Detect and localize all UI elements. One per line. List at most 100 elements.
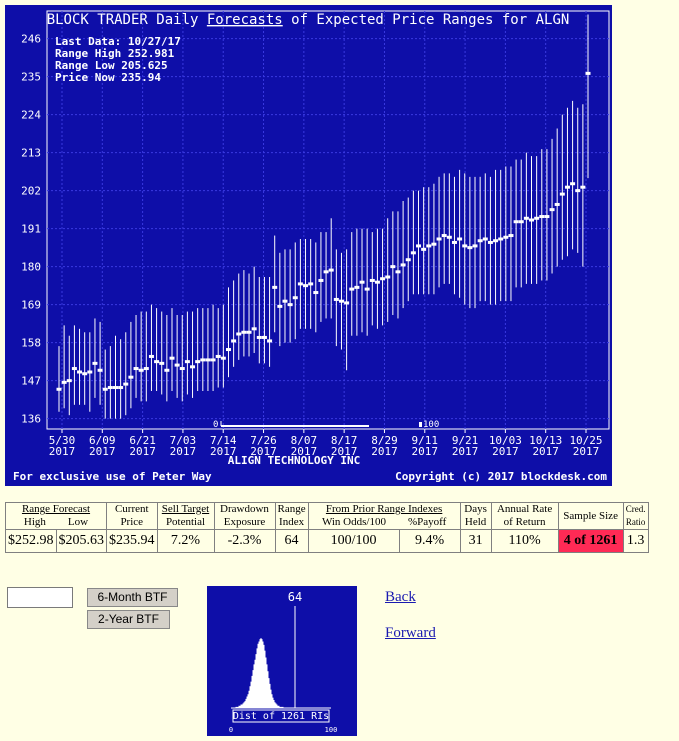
price-marker (539, 215, 545, 219)
price-marker (251, 327, 257, 331)
annual-value: 110% (490, 529, 559, 553)
histogram-background (207, 586, 357, 736)
price-marker (328, 268, 334, 272)
price-marker (416, 244, 422, 248)
histogram-axis-min: 0 (229, 726, 233, 734)
price-marker (143, 367, 149, 371)
price-marker (184, 360, 190, 364)
x-date-label: 10/25 (569, 434, 602, 447)
price-marker (457, 237, 463, 241)
forecast-summary-table: Range Forecast High Low Current Price Se… (5, 502, 649, 553)
index-value: 64 (274, 529, 309, 553)
low-label: Low (67, 516, 89, 528)
histogram-axis-max: 100 (325, 726, 338, 734)
forward-link[interactable]: Forward (385, 625, 436, 641)
price-marker (256, 335, 262, 339)
x-year-label: 2017 (250, 445, 277, 458)
index-label: Index (279, 516, 305, 528)
price-value: $235.94 (106, 529, 158, 553)
price-marker (405, 258, 411, 262)
drawdown-header: Drawdown Exposure (213, 502, 276, 530)
price-marker (261, 335, 267, 339)
range-label: Range (277, 503, 306, 515)
sample-size-value: 4 of 1261 (557, 529, 624, 553)
payoff-label: %Payoff (407, 516, 447, 528)
price-marker (123, 382, 129, 386)
table-header-row: Range Forecast High Low Current Price Se… (5, 502, 649, 530)
range-index-histogram: 64 Dist of 1261 RIs 0 100 (207, 586, 357, 736)
footer-user: For exclusive use of Peter Way (13, 470, 212, 483)
price-marker (118, 386, 124, 390)
price-marker (128, 375, 134, 379)
info-line: Last Data: 10/27/17 (55, 35, 181, 48)
x-year-label: 2017 (170, 445, 197, 458)
price-marker (133, 367, 139, 371)
price-marker (179, 367, 185, 371)
price-marker (246, 330, 252, 334)
prior-range-header: From Prior Range Indexes Win Odds/100 %P… (307, 502, 461, 530)
price-marker (380, 277, 386, 281)
price-marker (446, 235, 452, 239)
y-tick-label: 235 (21, 71, 41, 84)
chart-svg: 2462352242132021911801691581471365/30201… (5, 5, 612, 486)
price-marker (323, 270, 329, 274)
plot-frame (46, 10, 610, 430)
price-marker (390, 265, 396, 269)
exposure-value: -2.3% (213, 529, 276, 553)
price-marker (220, 356, 226, 360)
price-marker (277, 304, 283, 308)
back-link[interactable]: Back (385, 589, 416, 605)
price-marker (559, 192, 565, 196)
two-year-btf-button[interactable]: 2-Year BTF (87, 610, 170, 629)
price-marker (369, 278, 375, 282)
price-marker (215, 354, 221, 358)
x-year-label: 2017 (129, 445, 156, 458)
annual-label: Annual Rate (496, 503, 553, 515)
range-forecast-header: Range Forecast High Low (5, 502, 107, 530)
price-marker (210, 358, 216, 362)
price-marker (87, 370, 93, 374)
price-marker (297, 282, 303, 286)
y-tick-label: 202 (21, 185, 41, 198)
price-marker (400, 263, 406, 267)
price-marker (436, 237, 442, 241)
x-year-label: 2017 (210, 445, 237, 458)
win-odds-value: 100/100 (307, 529, 400, 553)
potential-value: 7.2% (156, 529, 215, 553)
price-marker (462, 244, 468, 248)
range-index-header: Range Index (274, 502, 309, 530)
price-marker (241, 330, 247, 334)
x-date-label: 8/07 (291, 434, 318, 447)
chart-title-part: Forecasts (207, 12, 283, 28)
price-marker (549, 208, 555, 212)
x-date-label: 9/11 (412, 434, 439, 447)
price-marker (61, 380, 67, 384)
price-marker (482, 237, 488, 241)
sell-target-header: Sell Target Potential (156, 502, 215, 530)
price-marker (154, 360, 160, 364)
price-marker (267, 339, 273, 343)
info-line: Range High 252.981 (55, 47, 175, 60)
sample-size-label: Sample Size (563, 509, 618, 522)
y-tick-label: 180 (21, 261, 41, 274)
price-marker (71, 367, 77, 371)
price-marker (529, 218, 535, 222)
price-marker (467, 246, 473, 250)
y-tick-label: 224 (21, 109, 41, 122)
high-label: High (23, 516, 46, 528)
held-value: 31 (459, 529, 492, 553)
held-label: Held (464, 516, 487, 528)
six-month-btf-button[interactable]: 6-Month BTF (87, 588, 178, 607)
price-marker (225, 348, 231, 352)
sell-target-label: Sell Target (161, 503, 210, 515)
price-marker (159, 361, 165, 365)
price-marker (354, 285, 360, 289)
price-marker (318, 278, 324, 282)
symbol-input[interactable] (7, 587, 73, 608)
cred-ratio-value: 1.3 (622, 529, 649, 553)
win-odds-label: Win Odds/100 (321, 516, 386, 528)
from-prior-label: From Prior Range Indexes (325, 503, 443, 515)
x-date-label: 9/21 (452, 434, 479, 447)
x-year-label: 2017 (49, 445, 76, 458)
x-year-label: 2017 (573, 445, 600, 458)
